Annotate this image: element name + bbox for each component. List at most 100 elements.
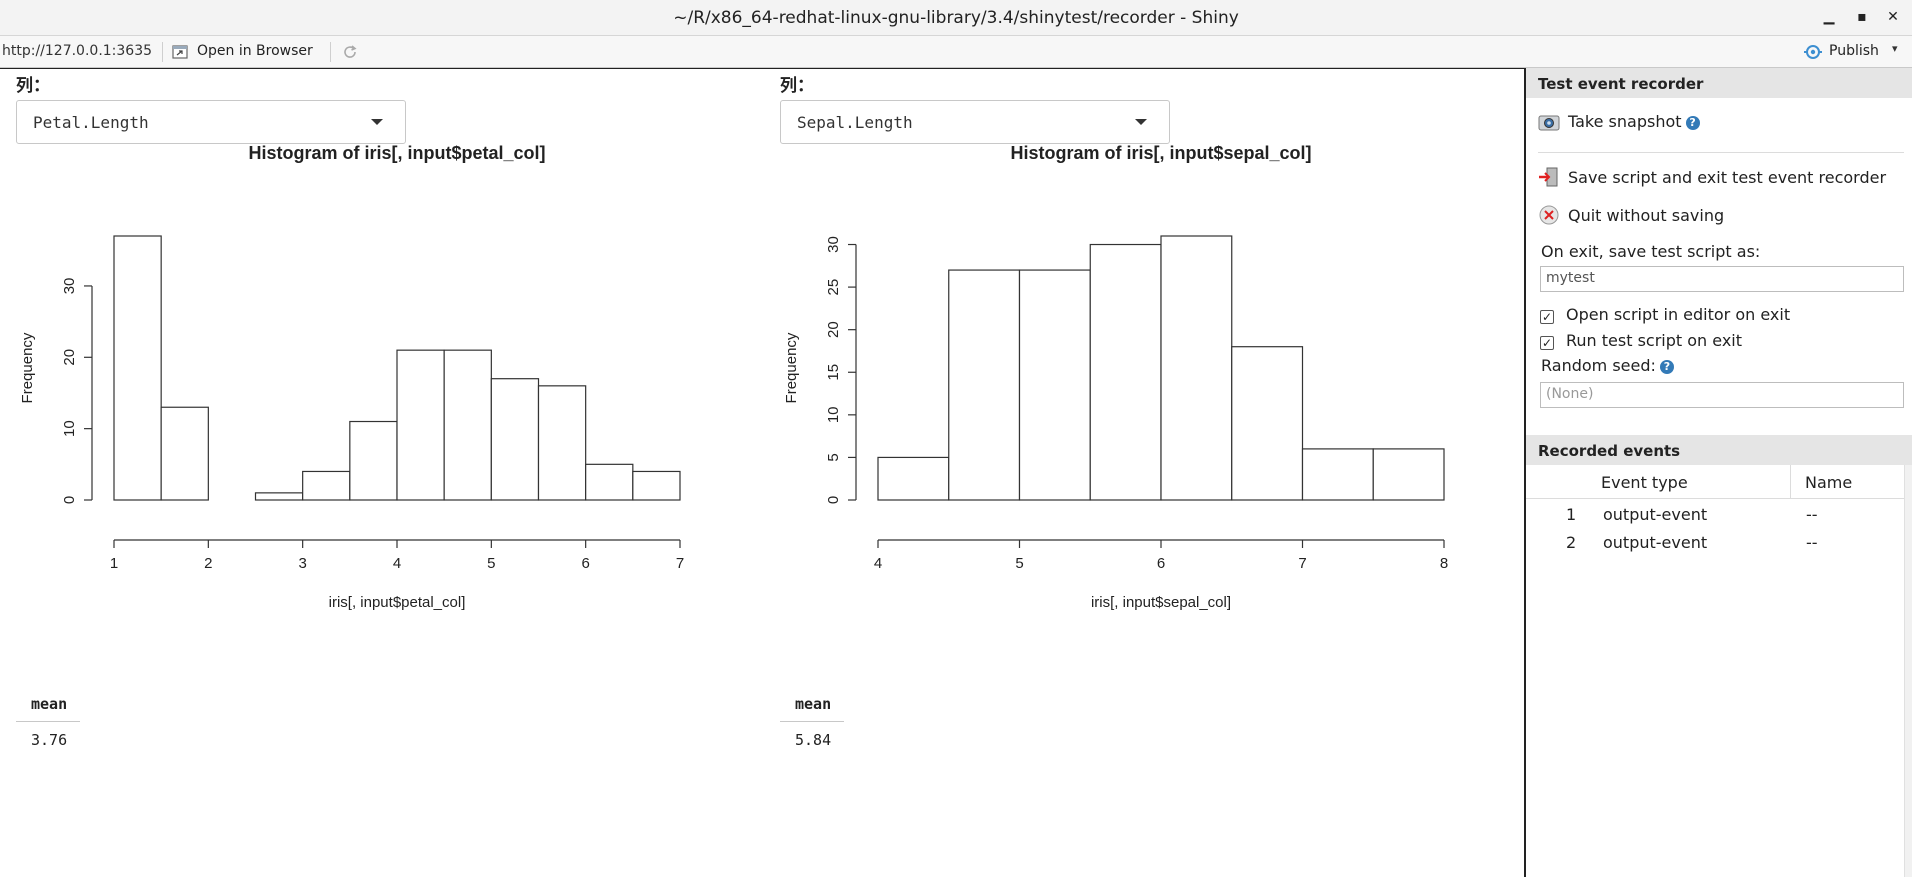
petal-column: 列： Petal.Length Histogram of iris[, inpu…	[16, 69, 684, 878]
save-as-label: On exit, save test script as:	[1541, 242, 1761, 261]
run-test-checkbox[interactable]: ✓	[1540, 336, 1554, 350]
take-snapshot-button[interactable]: Take snapshot?	[1538, 112, 1700, 131]
events-scrollbar[interactable]	[1904, 465, 1912, 877]
chevron-down-icon[interactable]	[1135, 119, 1147, 125]
petal-column-select[interactable]: Petal.Length	[16, 100, 406, 144]
table-row[interactable]: 2 output-event --	[1526, 528, 1904, 556]
petal-select-value: Petal.Length	[33, 113, 149, 132]
random-seed-input[interactable]: (None)	[1540, 382, 1904, 408]
mean-value: 3.76	[31, 731, 68, 749]
mean-value: 5.84	[795, 731, 832, 749]
y-tick-label: 30	[825, 236, 842, 253]
viewer-toolbar: http://127.0.0.1:3635 Open in Browser Pu…	[0, 36, 1912, 68]
mean-header: mean	[780, 689, 845, 722]
window-title: ~/R/x86_64-redhat-linux-gnu-library/3.4/…	[673, 8, 1239, 28]
x-axis-label: iris[, input$petal_col]	[329, 594, 466, 611]
x-tick-label: 6	[1157, 555, 1165, 572]
histogram-bar	[877, 456, 950, 501]
histogram-bar	[1089, 243, 1162, 501]
sepal-select-value: Sepal.Length	[797, 113, 913, 132]
y-tick-label: 0	[61, 496, 78, 504]
histogram-bar	[113, 235, 162, 501]
y-tick-label: 30	[61, 278, 78, 295]
url-display: http://127.0.0.1:3635	[2, 43, 153, 59]
histogram-bar	[1231, 346, 1304, 501]
x-tick-label: 4	[393, 555, 401, 572]
y-tick-label: 5	[825, 453, 842, 461]
publish-icon[interactable]	[1803, 44, 1823, 60]
recorded-events-header: Recorded events	[1526, 435, 1912, 465]
event-number: 1	[1566, 505, 1577, 524]
chart-title: Histogram of iris[, input$petal_col]	[248, 143, 545, 163]
event-name: --	[1806, 533, 1818, 552]
exit-icon	[1539, 167, 1558, 187]
open-browser-icon[interactable]	[172, 45, 188, 59]
y-tick-label: 10	[825, 406, 842, 423]
histogram-bar	[1018, 269, 1091, 501]
sepal-column: 列： Sepal.Length Histogram of iris[, inpu…	[780, 69, 1448, 878]
maximize-button[interactable]: ▪	[1857, 9, 1867, 25]
refresh-icon[interactable]	[342, 44, 358, 60]
save-exit-label: Save script and exit test event recorder	[1568, 168, 1887, 187]
x-tick-label: 8	[1440, 555, 1448, 572]
random-seed-row: Random seed:?	[1541, 356, 1674, 375]
x-tick-label: 4	[874, 555, 882, 572]
open-in-browser-button[interactable]: Open in Browser	[197, 43, 313, 59]
publish-dropdown-icon[interactable]: ▾	[1892, 42, 1898, 55]
y-tick-label: 15	[825, 364, 842, 381]
x-tick-label: 2	[204, 555, 212, 572]
histogram-bar	[1160, 235, 1233, 501]
sepal-histogram: Histogram of iris[, input$sepal_col] 4 5 6 7…	[783, 143, 1448, 611]
table-row[interactable]: 1 output-event --	[1526, 500, 1904, 528]
x-tick-label: 3	[298, 555, 306, 572]
histogram-bar	[632, 470, 681, 501]
help-icon[interactable]: ?	[1685, 116, 1700, 130]
test-recorder-panel: Test event recorder Take snapshot? Save …	[1524, 68, 1912, 877]
y-tick-label: 25	[825, 279, 842, 296]
sepal-mean-table: mean 5.84	[780, 689, 845, 753]
close-button[interactable]: ✕	[1887, 9, 1899, 25]
event-type: output-event	[1603, 533, 1708, 552]
histogram-bar	[585, 463, 634, 501]
divider	[1538, 152, 1904, 153]
events-table-header: Event type Name	[1526, 465, 1904, 499]
y-tick-label: 20	[61, 349, 78, 366]
random-seed-label: Random seed:	[1541, 356, 1656, 375]
histogram-bar	[349, 420, 398, 501]
help-icon[interactable]: ?	[1659, 360, 1674, 374]
mean-header: mean	[16, 689, 81, 722]
histogram-bar	[396, 349, 445, 501]
sepal-select-label: 列：	[780, 76, 814, 96]
petal-mean-table: mean 3.76	[16, 689, 81, 753]
window-titlebar: ~/R/x86_64-redhat-linux-gnu-library/3.4/…	[0, 0, 1912, 36]
open-editor-checkbox[interactable]: ✓	[1540, 310, 1554, 324]
petal-select-label: 列：	[16, 76, 50, 96]
petal-histogram: Histogram of iris[, input$petal_col] 1 2 3 4…	[19, 143, 684, 611]
publish-button[interactable]: Publish	[1829, 43, 1879, 59]
close-circle-icon	[1539, 205, 1559, 225]
x-tick-label: 5	[1015, 555, 1023, 572]
x-axis-label: iris[, input$sepal_col]	[1091, 594, 1231, 611]
sepal-column-select[interactable]: Sepal.Length	[780, 100, 1170, 144]
quit-without-saving-button[interactable]: Quit without saving	[1538, 205, 1724, 225]
y-tick-label: 0	[825, 496, 842, 504]
y-tick-label: 10	[61, 420, 78, 437]
minimize-button[interactable]: ▁	[1823, 9, 1835, 25]
event-type-column-header[interactable]: Event type	[1601, 473, 1688, 492]
histogram-bar	[254, 492, 304, 501]
x-tick-label: 5	[487, 555, 495, 572]
run-test-label: Run test script on exit	[1566, 331, 1743, 350]
name-column-header[interactable]: Name	[1805, 473, 1853, 492]
chart-title: Histogram of iris[, input$sepal_col]	[1010, 143, 1311, 163]
open-editor-label: Open script in editor on exit	[1566, 305, 1791, 324]
save-exit-button[interactable]: Save script and exit test event recorder	[1538, 167, 1886, 187]
event-name: --	[1806, 505, 1818, 524]
x-tick-label: 7	[676, 555, 684, 572]
x-tick-label: 1	[110, 555, 118, 572]
y-tick-label: 20	[825, 321, 842, 338]
chevron-down-icon[interactable]	[371, 119, 383, 125]
event-number: 2	[1566, 533, 1577, 552]
recorder-header: Test event recorder	[1526, 68, 1912, 98]
save-as-input[interactable]: mytest	[1540, 266, 1904, 292]
quit-label: Quit without saving	[1568, 206, 1725, 225]
